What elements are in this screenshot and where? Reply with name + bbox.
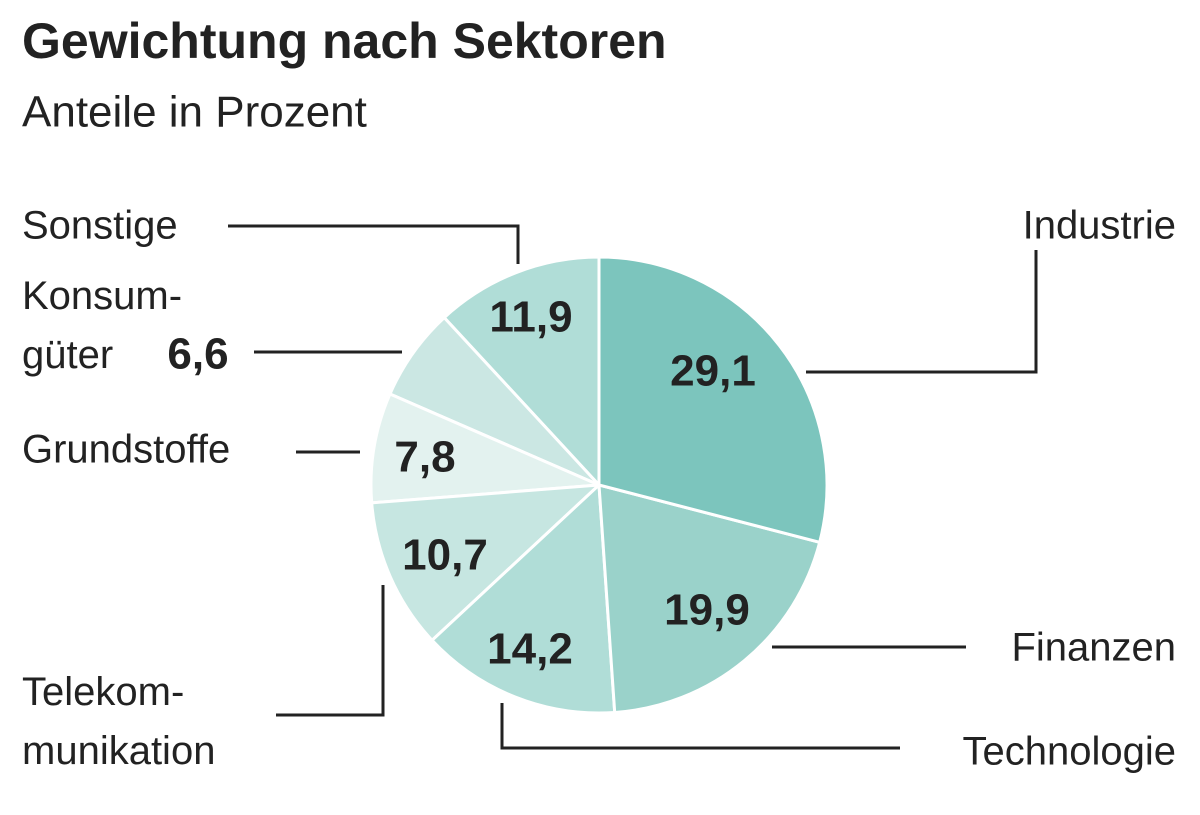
category-label: Industrie: [1023, 204, 1176, 248]
value-label: 10,7: [402, 531, 488, 580]
pie-slice: [370, 483, 604, 643]
category-label: Grundstoffe: [22, 428, 230, 472]
category-label: Technologie: [963, 730, 1177, 774]
leader-line: [228, 224, 520, 264]
pie-slice: [369, 391, 600, 505]
value-label: 6,6: [167, 330, 228, 379]
pie-slice: [597, 255, 829, 545]
chart-subtitle: Anteile in Prozent: [22, 88, 367, 137]
chart-title: Gewichtung nach Sektoren: [22, 13, 667, 69]
leader-line: [500, 703, 900, 750]
category-label: Konsum-güter: [22, 274, 182, 377]
leader-line: [276, 585, 385, 717]
value-label: 29,1: [670, 347, 756, 396]
value-label: 14,2: [487, 625, 573, 674]
value-label: 7,8: [394, 433, 455, 482]
pie-slice: [429, 481, 617, 715]
pie-slice: [597, 483, 822, 715]
category-label: Sonstige: [22, 204, 178, 248]
value-label: 11,9: [489, 293, 572, 342]
pie-slice: [442, 255, 601, 489]
category-label: Finanzen: [1011, 626, 1176, 670]
value-label: 19,9: [664, 586, 750, 635]
category-label: Telekom-munikation: [22, 670, 215, 773]
leader-line: [806, 250, 1038, 374]
